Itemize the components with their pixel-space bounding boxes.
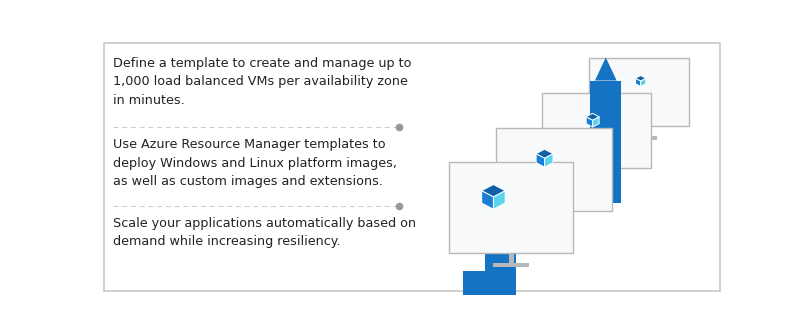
Bar xyxy=(493,263,528,267)
Polygon shape xyxy=(640,78,645,86)
Polygon shape xyxy=(634,75,645,81)
Polygon shape xyxy=(544,154,552,167)
Polygon shape xyxy=(585,113,598,120)
Polygon shape xyxy=(432,80,621,302)
Bar xyxy=(636,126,641,136)
Bar xyxy=(508,253,513,263)
Bar xyxy=(578,178,613,182)
Text: Define a template to create and manage up to
1,000 load balanced VMs per availab: Define a template to create and manage u… xyxy=(112,57,411,107)
Polygon shape xyxy=(634,78,640,86)
Polygon shape xyxy=(493,191,504,209)
Polygon shape xyxy=(481,185,504,197)
Polygon shape xyxy=(536,149,552,158)
Polygon shape xyxy=(594,58,616,80)
Polygon shape xyxy=(481,191,493,209)
Polygon shape xyxy=(536,154,544,167)
Bar xyxy=(551,211,556,221)
Bar xyxy=(536,221,571,224)
Bar xyxy=(621,136,656,140)
Text: Scale your applications automatically based on
demand while increasing resilienc: Scale your applications automatically ba… xyxy=(112,217,415,248)
Bar xyxy=(541,93,650,168)
Bar xyxy=(495,127,611,211)
Text: Use Azure Resource Manager templates to
deploy Windows and Linux platform images: Use Azure Resource Manager templates to … xyxy=(112,138,397,188)
Bar xyxy=(593,168,598,178)
Polygon shape xyxy=(585,117,592,127)
Bar xyxy=(588,58,689,126)
Bar xyxy=(449,162,573,253)
Polygon shape xyxy=(592,117,598,127)
